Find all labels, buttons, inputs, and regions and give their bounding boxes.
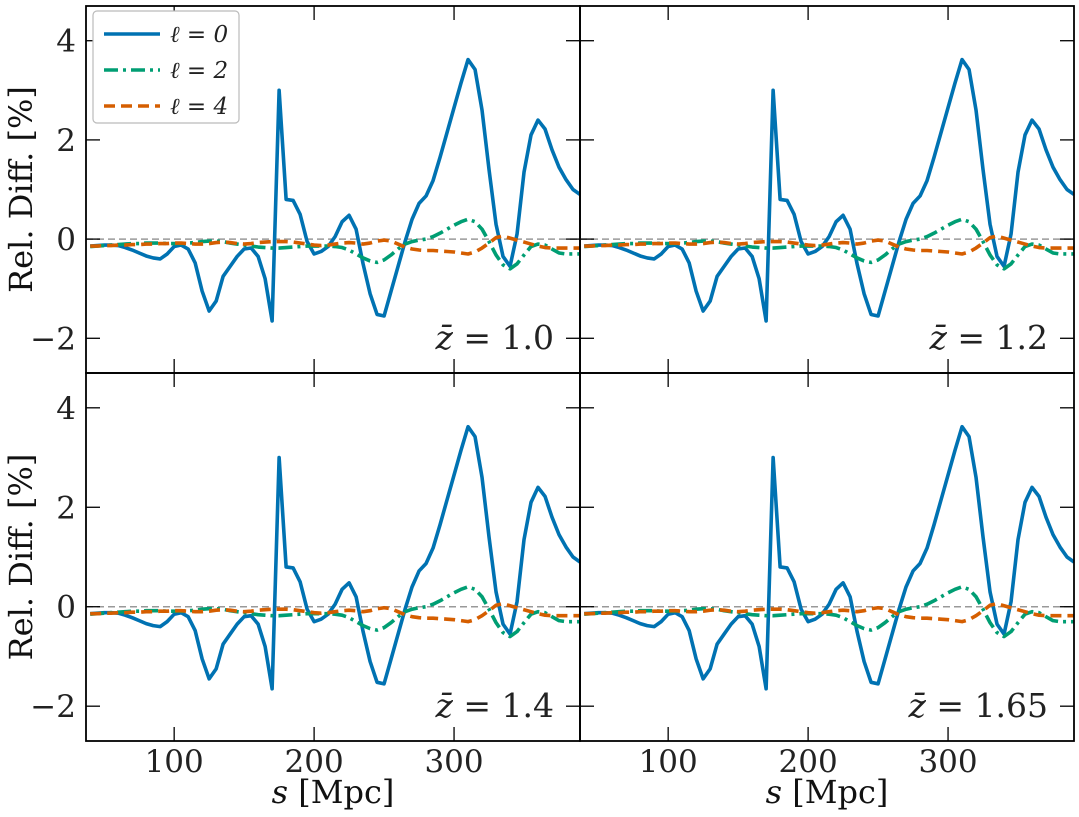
- y-tick-label: 2: [56, 123, 76, 159]
- y-tick-label: −2: [30, 321, 76, 357]
- panel-z-1.65: 100 200 300 z̄ = 1.65: [579, 372, 1075, 780]
- y-axis-label: Rel. Diff. [%]: [2, 454, 40, 661]
- series-group: [584, 424, 1074, 691]
- x-axis-label: s [Mpc]: [272, 773, 395, 811]
- series-group: [90, 57, 580, 323]
- series-line-l2: [584, 217, 1074, 271]
- x-tick-label: 300: [918, 744, 977, 780]
- series-line-l4: [90, 234, 580, 256]
- x-tick-label: 200: [779, 744, 838, 780]
- x-axis-label: s [Mpc]: [766, 773, 889, 811]
- y-tick-label: 4: [56, 24, 76, 60]
- legend-label-l2: ℓ = 2: [170, 58, 228, 84]
- x-tick-label: 300: [424, 744, 483, 780]
- y-tick-label: 2: [56, 490, 76, 526]
- redshift-label: z̄ = 1.2: [928, 318, 1048, 357]
- redshift-label: z̄ = 1.65: [907, 686, 1048, 725]
- legend: ℓ = 0 ℓ = 2 ℓ = 4: [92, 10, 240, 124]
- legend-label-l4: ℓ = 4: [170, 94, 228, 120]
- x-tick-label: 100: [639, 744, 698, 780]
- series-line-l0: [90, 57, 580, 323]
- x-tick-label: 200: [285, 744, 344, 780]
- y-tick-label: 0: [56, 590, 76, 626]
- series-line-l2: [90, 217, 580, 271]
- series-line-l2: [90, 585, 580, 639]
- panel-frame: [579, 372, 1075, 742]
- redshift-label: z̄ = 1.4: [434, 686, 554, 725]
- series-line-l0: [584, 57, 1074, 323]
- series-line-l0: [90, 424, 580, 691]
- y-axis-label: Rel. Diff. [%]: [2, 86, 40, 293]
- series-line-l4: [584, 234, 1074, 256]
- y-tick-label: 4: [56, 391, 76, 427]
- series-group: [584, 57, 1074, 323]
- y-tick-label: −2: [30, 689, 76, 725]
- series-line-l2: [584, 585, 1074, 639]
- series-group: [90, 424, 580, 691]
- legend-box: [92, 10, 240, 124]
- panel-z-1.2: z̄ = 1.2: [579, 5, 1075, 374]
- legend-label-l0: ℓ = 0: [170, 22, 228, 48]
- panel-z-1.0: −2 0 2 4 z̄ = 1.0 ℓ = 0 ℓ = 2 ℓ = 4: [30, 5, 581, 374]
- y-tick-label: 0: [56, 222, 76, 258]
- series-line-l4: [90, 601, 580, 624]
- series-line-l4: [584, 601, 1074, 624]
- x-tick-label: 100: [145, 744, 204, 780]
- panel-z-1.4: −2 0 2 4 100 200 300 z̄ = 1.4: [30, 372, 581, 780]
- redshift-label: z̄ = 1.0: [434, 318, 554, 357]
- series-line-l0: [584, 424, 1074, 691]
